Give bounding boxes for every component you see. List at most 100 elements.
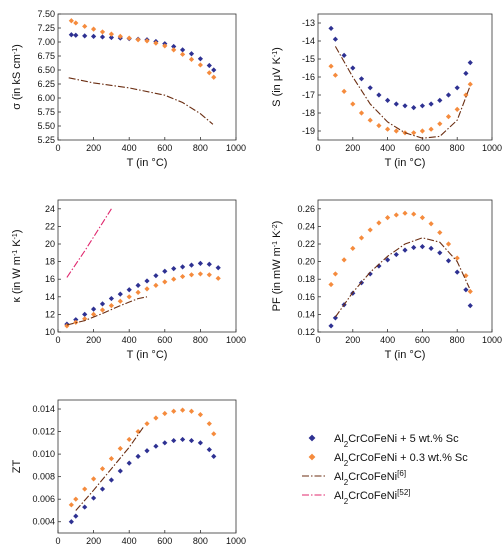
data-point-sc03: [73, 496, 79, 502]
data-point-sc03: [376, 220, 382, 226]
x-axis-label: T (in °C): [127, 157, 168, 169]
data-point-sc03: [211, 431, 217, 437]
data-point-sc5: [206, 446, 212, 453]
data-point-sc03: [117, 33, 123, 39]
data-point-sc5: [117, 468, 123, 474]
data-point-sc5: [108, 34, 114, 41]
data-point-sc5: [197, 440, 203, 446]
y-tick-label: 0.26: [297, 204, 315, 214]
data-point-sc5: [135, 282, 141, 288]
data-point-sc03: [108, 31, 114, 37]
data-point-sc03: [171, 276, 177, 282]
data-point-sc03: [206, 70, 212, 76]
data-point-sc03: [428, 221, 434, 227]
x-tick-label: 600: [157, 143, 172, 153]
x-tick-label: 600: [415, 143, 430, 153]
plot-frame: [317, 13, 493, 141]
data-point-sc03: [171, 408, 177, 414]
data-point-sc03: [82, 316, 88, 322]
legend-label-text: CrCoFeNi + 0.3 wt.% Sc: [348, 452, 468, 464]
y-axis-label-text: κ (in W m: [11, 256, 23, 302]
data-point-sc5: [73, 513, 79, 519]
data-point-sc03: [126, 35, 132, 41]
y-axis-label-text: σ (in kS cm: [11, 54, 23, 110]
data-point-sc03: [328, 281, 334, 288]
legend-label-sub: 2: [344, 497, 349, 506]
y-tick-label: -18: [302, 108, 315, 118]
data-point-sc5: [153, 273, 159, 279]
series-ref6: [68, 77, 214, 125]
x-tick-label: 200: [86, 335, 101, 345]
y-tick-label: 24: [45, 204, 55, 214]
data-point-sc5: [463, 287, 469, 293]
data-point-sc03: [126, 436, 132, 443]
data-point-sc03: [419, 215, 425, 221]
data-point-sc5: [467, 303, 473, 309]
x-tick-label: 200: [345, 143, 360, 153]
x-tick-label: 200: [86, 536, 101, 546]
data-point-sc5: [108, 477, 114, 483]
legend-label: Al2CrCoFeNi + 5 wt.% Sc: [334, 433, 459, 449]
y-tick-label: 0.012: [32, 427, 55, 437]
data-point-sc03: [188, 408, 195, 414]
y-tick-label: 6.00: [37, 93, 55, 103]
data-point-sc5: [82, 311, 88, 317]
data-point-sc03: [68, 502, 74, 508]
data-point-sc03: [197, 412, 203, 418]
data-point-sc03: [144, 286, 150, 292]
series-sc5: [328, 244, 473, 329]
data-point-sc03: [197, 62, 203, 68]
y-axis-label-sup: -1: [12, 48, 19, 54]
y-axis-label-text: S (in μV K: [271, 56, 283, 106]
data-point-sc03: [332, 271, 338, 277]
y-tick-label: 22: [45, 221, 55, 231]
data-point-sc03: [445, 241, 452, 247]
y-tick-label: 0.20: [297, 257, 315, 267]
data-point-sc03: [393, 128, 399, 134]
y-axis-label-text: ): [271, 221, 283, 225]
data-point-sc5: [393, 251, 399, 258]
x-tick-label: 200: [345, 335, 360, 345]
data-point-sc5: [358, 76, 365, 82]
x-tick-label: 1000: [226, 536, 246, 546]
data-point-sc5: [215, 265, 221, 271]
legend-label-text: Al: [334, 490, 344, 502]
data-point-sc5: [180, 264, 186, 270]
y-tick-label: -16: [302, 72, 315, 82]
data-point-sc03: [358, 110, 365, 116]
data-point-sc5: [180, 47, 186, 53]
data-point-sc5: [428, 101, 434, 107]
data-point-sc5: [445, 92, 452, 98]
data-point-sc5: [171, 43, 177, 50]
data-point-sc5: [108, 295, 114, 302]
data-point-sc03: [99, 466, 106, 472]
data-point-sc5: [206, 62, 212, 69]
data-point-sc5: [367, 271, 373, 277]
data-point-sc5: [341, 52, 347, 58]
data-point-sc03: [117, 298, 123, 304]
y-axis-label-sup: -2: [272, 224, 279, 230]
legend-entry-ref6: Al2CrCoFeNi[6]: [302, 469, 406, 487]
y-tick-label: 5.25: [37, 135, 55, 145]
data-point-sc03: [350, 245, 356, 251]
series-sc5: [68, 436, 217, 525]
data-point-sc5: [188, 437, 195, 444]
y-tick-label: -13: [302, 18, 315, 28]
y-tick-label: 0.24: [297, 221, 315, 231]
y-tick-label: 5.75: [37, 107, 55, 117]
x-axis-label: T (in °C): [385, 157, 426, 169]
data-point-sc5: [126, 287, 132, 293]
data-point-sc5: [211, 453, 217, 459]
series-ref6: [75, 426, 144, 511]
series-line-ref6: [68, 77, 214, 125]
data-point-sc5: [68, 519, 74, 525]
data-point-sc03: [437, 229, 443, 236]
chart-zt: 0 200 400 600 800 1000 0.004 0.006 0.008 0.010 0.0…: [11, 399, 246, 546]
data-point-sc5: [82, 33, 88, 39]
series-sc03: [328, 63, 473, 136]
x-tick-label: 0: [315, 143, 320, 153]
data-point-sc5: [171, 266, 177, 272]
y-tick-label: 0.12: [297, 327, 315, 337]
data-point-sc5: [419, 244, 425, 250]
data-point-sc03: [332, 72, 338, 78]
